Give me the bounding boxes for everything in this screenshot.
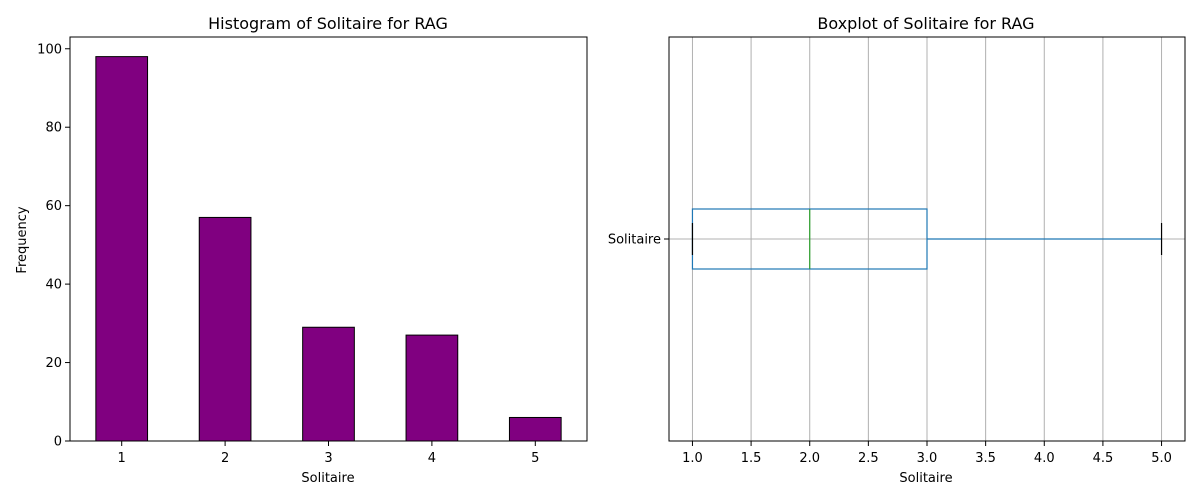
histogram-bar xyxy=(95,56,149,442)
boxplot-axes: 1.0 1.5 2.0 2.5 3.0 3.5 4.0 4.5 5.0 Solitaire xyxy=(608,36,1186,466)
histogram-x-tick-label: 2 xyxy=(221,451,229,466)
boxplot-title: Boxplot of Solitaire for RAG xyxy=(817,14,1034,33)
histogram-y-tick-label: 100 xyxy=(37,42,62,57)
histogram-x-axis-label: Solitaire xyxy=(301,471,354,486)
histogram-axes: 1 2 3 4 5 0 20 40 60 80 100 xyxy=(37,36,588,466)
histogram-y-tick-label: 40 xyxy=(45,278,62,293)
histogram-y-tick-label: 20 xyxy=(45,356,62,371)
histogram-bars xyxy=(95,56,562,442)
histogram-x-tick-label: 5 xyxy=(531,451,539,466)
histogram-y-tick-label: 80 xyxy=(45,121,62,136)
boxplot-y-tick-label: Solitaire xyxy=(608,233,661,248)
boxplot-x-tick-label: 5.0 xyxy=(1151,451,1172,466)
histogram-y-axis-label: Frequency xyxy=(15,206,30,273)
boxplot-x-tick-label: 3.5 xyxy=(975,451,996,466)
boxplot-x-tick-label: 1.5 xyxy=(741,451,762,466)
histogram-title: Histogram of Solitaire for RAG xyxy=(208,14,448,33)
boxplot-x-tick-label: 2.0 xyxy=(799,451,820,466)
histogram-bar xyxy=(508,416,562,442)
histogram-x-tick-label: 3 xyxy=(324,451,332,466)
histogram-bar xyxy=(198,216,252,442)
histogram-y-tick-label: 60 xyxy=(45,199,62,214)
histogram-x-tick-label: 4 xyxy=(428,451,436,466)
histogram-bar xyxy=(302,326,355,442)
boxplot-x-tick-label: 4.0 xyxy=(1034,451,1055,466)
boxplot-x-axis-label: Solitaire xyxy=(899,471,952,486)
histogram-chart: Histogram of Solitaire for RAG 1 2 3 4 5 0 20 4… xyxy=(15,14,588,486)
boxplot-x-tick-label: 3.0 xyxy=(917,451,938,466)
histogram-bar xyxy=(405,334,459,442)
boxplot-chart: Boxplot of Solitaire for RAG 1.0 1.5 2.0 2.… xyxy=(608,14,1186,486)
boxplot-x-tick-label: 1.0 xyxy=(682,451,703,466)
boxplot-marks xyxy=(691,208,1163,270)
boxplot-x-tick-label: 4.5 xyxy=(1093,451,1114,466)
histogram-y-tick-label: 0 xyxy=(54,435,62,450)
boxplot-x-tick-label: 2.5 xyxy=(858,451,879,466)
histogram-x-tick-label: 1 xyxy=(118,451,126,466)
